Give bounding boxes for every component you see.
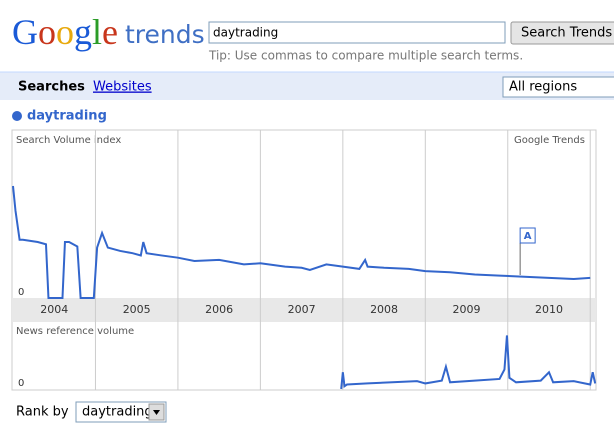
series-line [12, 185, 591, 299]
search-input[interactable] [208, 21, 506, 44]
region-select[interactable] [502, 76, 614, 98]
search-query[interactable]: daytrading [213, 26, 278, 40]
year-label: 2009 [453, 303, 481, 316]
logo-product: trends [125, 20, 205, 49]
chart-source: Google Trends [514, 135, 585, 146]
region-label[interactable]: All regions [509, 80, 577, 95]
rank-value[interactable]: daytrading [82, 405, 153, 420]
search-button[interactable] [510, 21, 614, 45]
news-title: News reference volume [16, 326, 134, 337]
annotation-flag [519, 227, 536, 244]
tab-websites[interactable]: Websites [93, 80, 152, 95]
tab-searches[interactable]: Searches [18, 80, 85, 95]
year-label: 2006 [205, 303, 233, 316]
year-label: 2005 [123, 303, 151, 316]
logo: Google [12, 12, 118, 52]
dropdown-arrow [153, 410, 160, 415]
year-label: 2004 [40, 303, 68, 316]
annotation-label[interactable]: A [524, 231, 532, 242]
y-tick-label: 0 [18, 287, 24, 298]
tip: Tip: Use commas to compare multiple sear… [208, 49, 523, 63]
year-label: 2008 [370, 303, 398, 316]
series-line [340, 335, 597, 390]
rank-select[interactable] [75, 401, 167, 423]
legend-term[interactable]: daytrading [27, 109, 107, 124]
rank-label: Rank by [16, 405, 69, 420]
year-label: 2010 [535, 303, 563, 316]
y-tick-label: 0 [18, 378, 24, 389]
chart-title: Search Volume index [16, 135, 121, 146]
search-button-label[interactable]: Search Trends [521, 26, 612, 41]
year-band [12, 298, 596, 322]
chart-frame [11, 129, 597, 391]
legend-dot [12, 111, 22, 121]
year-label: 2007 [288, 303, 316, 316]
